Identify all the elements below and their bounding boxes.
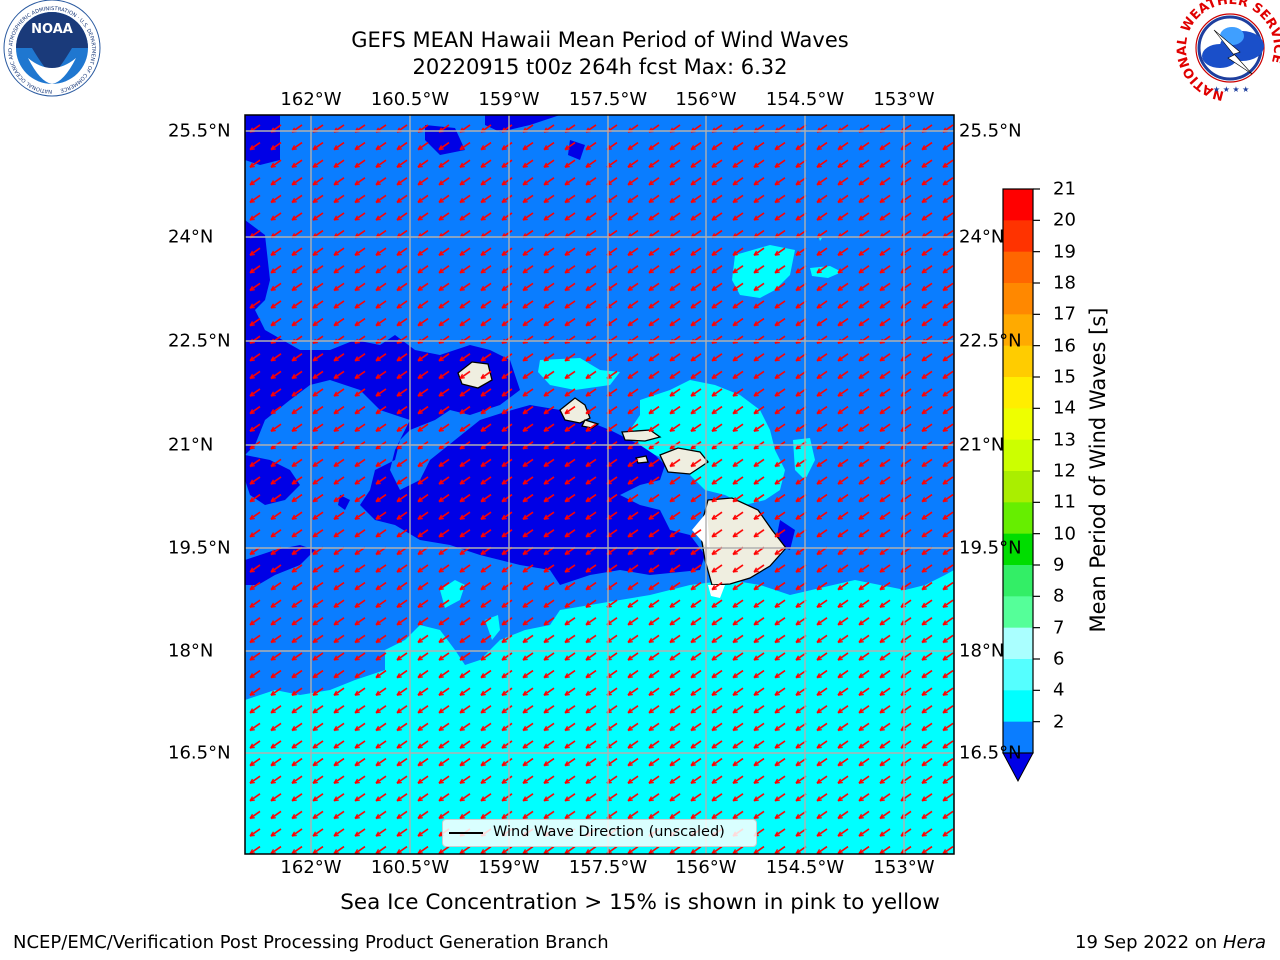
colorbar-band	[1003, 439, 1033, 472]
colorbar-tick-label: 7	[1053, 617, 1065, 639]
latitude-label: 18°N	[959, 640, 1005, 662]
latitude-label: 25.5°N	[168, 120, 231, 142]
latitude-label: 24°N	[168, 226, 214, 248]
colorbar-tick-label: 11	[1053, 491, 1076, 513]
colorbar-band	[1003, 251, 1033, 284]
footer-host: Hera	[1222, 932, 1266, 953]
colorbar-tick-label: 18	[1053, 272, 1076, 294]
colorbar-band	[1003, 627, 1033, 660]
latitude-label: 19.5°N	[959, 537, 1022, 559]
colorbar-tick-label: 14	[1053, 397, 1076, 419]
latitude-label: 25.5°N	[959, 120, 1022, 142]
longitude-label: 157.5°W	[568, 857, 648, 878]
latitude-label: 22.5°N	[959, 330, 1022, 352]
colorbar-tick-label: 2	[1053, 711, 1065, 733]
colorbar-tick-label: 16	[1053, 335, 1076, 357]
longitude-label: 154.5°W	[765, 89, 845, 110]
longitude-label: 157.5°W	[568, 89, 648, 110]
colorbar-band	[1003, 565, 1033, 597]
noaa-logo: NOAA NATIONAL OCEANIC AND ATMOSPHERIC AD…	[3, 0, 101, 97]
colorbar-tick-label: 4	[1053, 679, 1065, 701]
longitude-label: 159°W	[478, 857, 540, 878]
longitude-label: 162°W	[280, 89, 342, 110]
colorbar-band	[1003, 471, 1033, 503]
longitude-label: 162°W	[280, 857, 342, 878]
longitude-label: 156°W	[675, 89, 737, 110]
latitude-label: 22.5°N	[168, 330, 231, 352]
svg-text:★ ★ ★ ★: ★ ★ ★ ★	[1213, 85, 1249, 94]
colorbar-band	[1003, 533, 1033, 566]
colorbar-band	[1003, 314, 1033, 347]
longitude-label: 153°W	[873, 89, 935, 110]
colorbar-tick-label: 6	[1053, 648, 1065, 670]
colorbar-tick-label: 12	[1053, 460, 1076, 482]
colorbar-band	[1003, 283, 1033, 315]
colorbar-tick-label: 13	[1053, 429, 1076, 451]
longitude-label: 156°W	[675, 857, 737, 878]
footer-credit: NCEP/EMC/Verification Post Processing Pr…	[13, 932, 609, 953]
colorbar-label: Mean Period of Wind Waves [s]	[1086, 307, 1110, 633]
colorbar	[1002, 188, 1040, 783]
colorbar-tick-label: 8	[1053, 585, 1065, 607]
legend-label: Wind Wave Direction (unscaled)	[493, 824, 725, 840]
colorbar-band	[1003, 721, 1033, 754]
graticule	[245, 115, 954, 854]
colorbar-tick-label: 19	[1053, 241, 1076, 263]
latitude-label: 18°N	[168, 640, 214, 662]
footer-date: 19 Sep 2022 on Hera	[1075, 932, 1266, 953]
latitude-label: 21°N	[959, 434, 1005, 456]
colorbar-band	[1003, 220, 1033, 253]
latitude-label: 16.5°N	[959, 742, 1022, 764]
colorbar-band	[1003, 659, 1033, 691]
map-legend: Wind Wave Direction (unscaled)	[442, 819, 757, 847]
longitude-label: 154.5°W	[765, 857, 845, 878]
longitude-label: 160.5°W	[370, 89, 450, 110]
colorbar-tick-label: 20	[1053, 209, 1076, 231]
chart-subtitle: 20220915 t00z 264h fcst Max: 6.32	[412, 55, 788, 79]
colorbar-tick-label: 10	[1053, 523, 1076, 545]
colorbar-band	[1003, 408, 1033, 441]
map-frame	[244, 114, 955, 855]
sea-ice-note: Sea Ice Concentration > 15% is shown in …	[340, 890, 940, 915]
wind-wave-direction-arrows	[245, 115, 954, 854]
legend-line-swatch	[449, 832, 483, 834]
latitude-label: 16.5°N	[168, 742, 231, 764]
latitude-label: 24°N	[959, 226, 1005, 248]
colorbar-band	[1003, 596, 1033, 629]
latitude-label: 21°N	[168, 434, 214, 456]
longitude-label: 159°W	[478, 89, 540, 110]
colorbar-tick-label: 17	[1053, 303, 1076, 325]
colorbar-tick-label: 15	[1053, 366, 1076, 388]
colorbar-band	[1003, 345, 1033, 378]
colorbar-band	[1003, 690, 1033, 723]
colorbar-tick-label: 9	[1053, 554, 1065, 576]
colorbar-band	[1003, 189, 1033, 221]
latitude-label: 19.5°N	[168, 537, 231, 559]
footer-date-text: 19 Sep 2022 on	[1075, 932, 1223, 953]
colorbar-band	[1003, 502, 1033, 535]
colorbar-band	[1003, 377, 1033, 409]
longitude-label: 160.5°W	[370, 857, 450, 878]
colorbar-tick-label: 21	[1053, 178, 1076, 200]
chart-title: GEFS MEAN Hawaii Mean Period of Wind Wav…	[351, 28, 849, 52]
noaa-logo-text: NOAA	[31, 22, 73, 37]
map-panel	[245, 115, 954, 854]
longitude-label: 153°W	[873, 857, 935, 878]
